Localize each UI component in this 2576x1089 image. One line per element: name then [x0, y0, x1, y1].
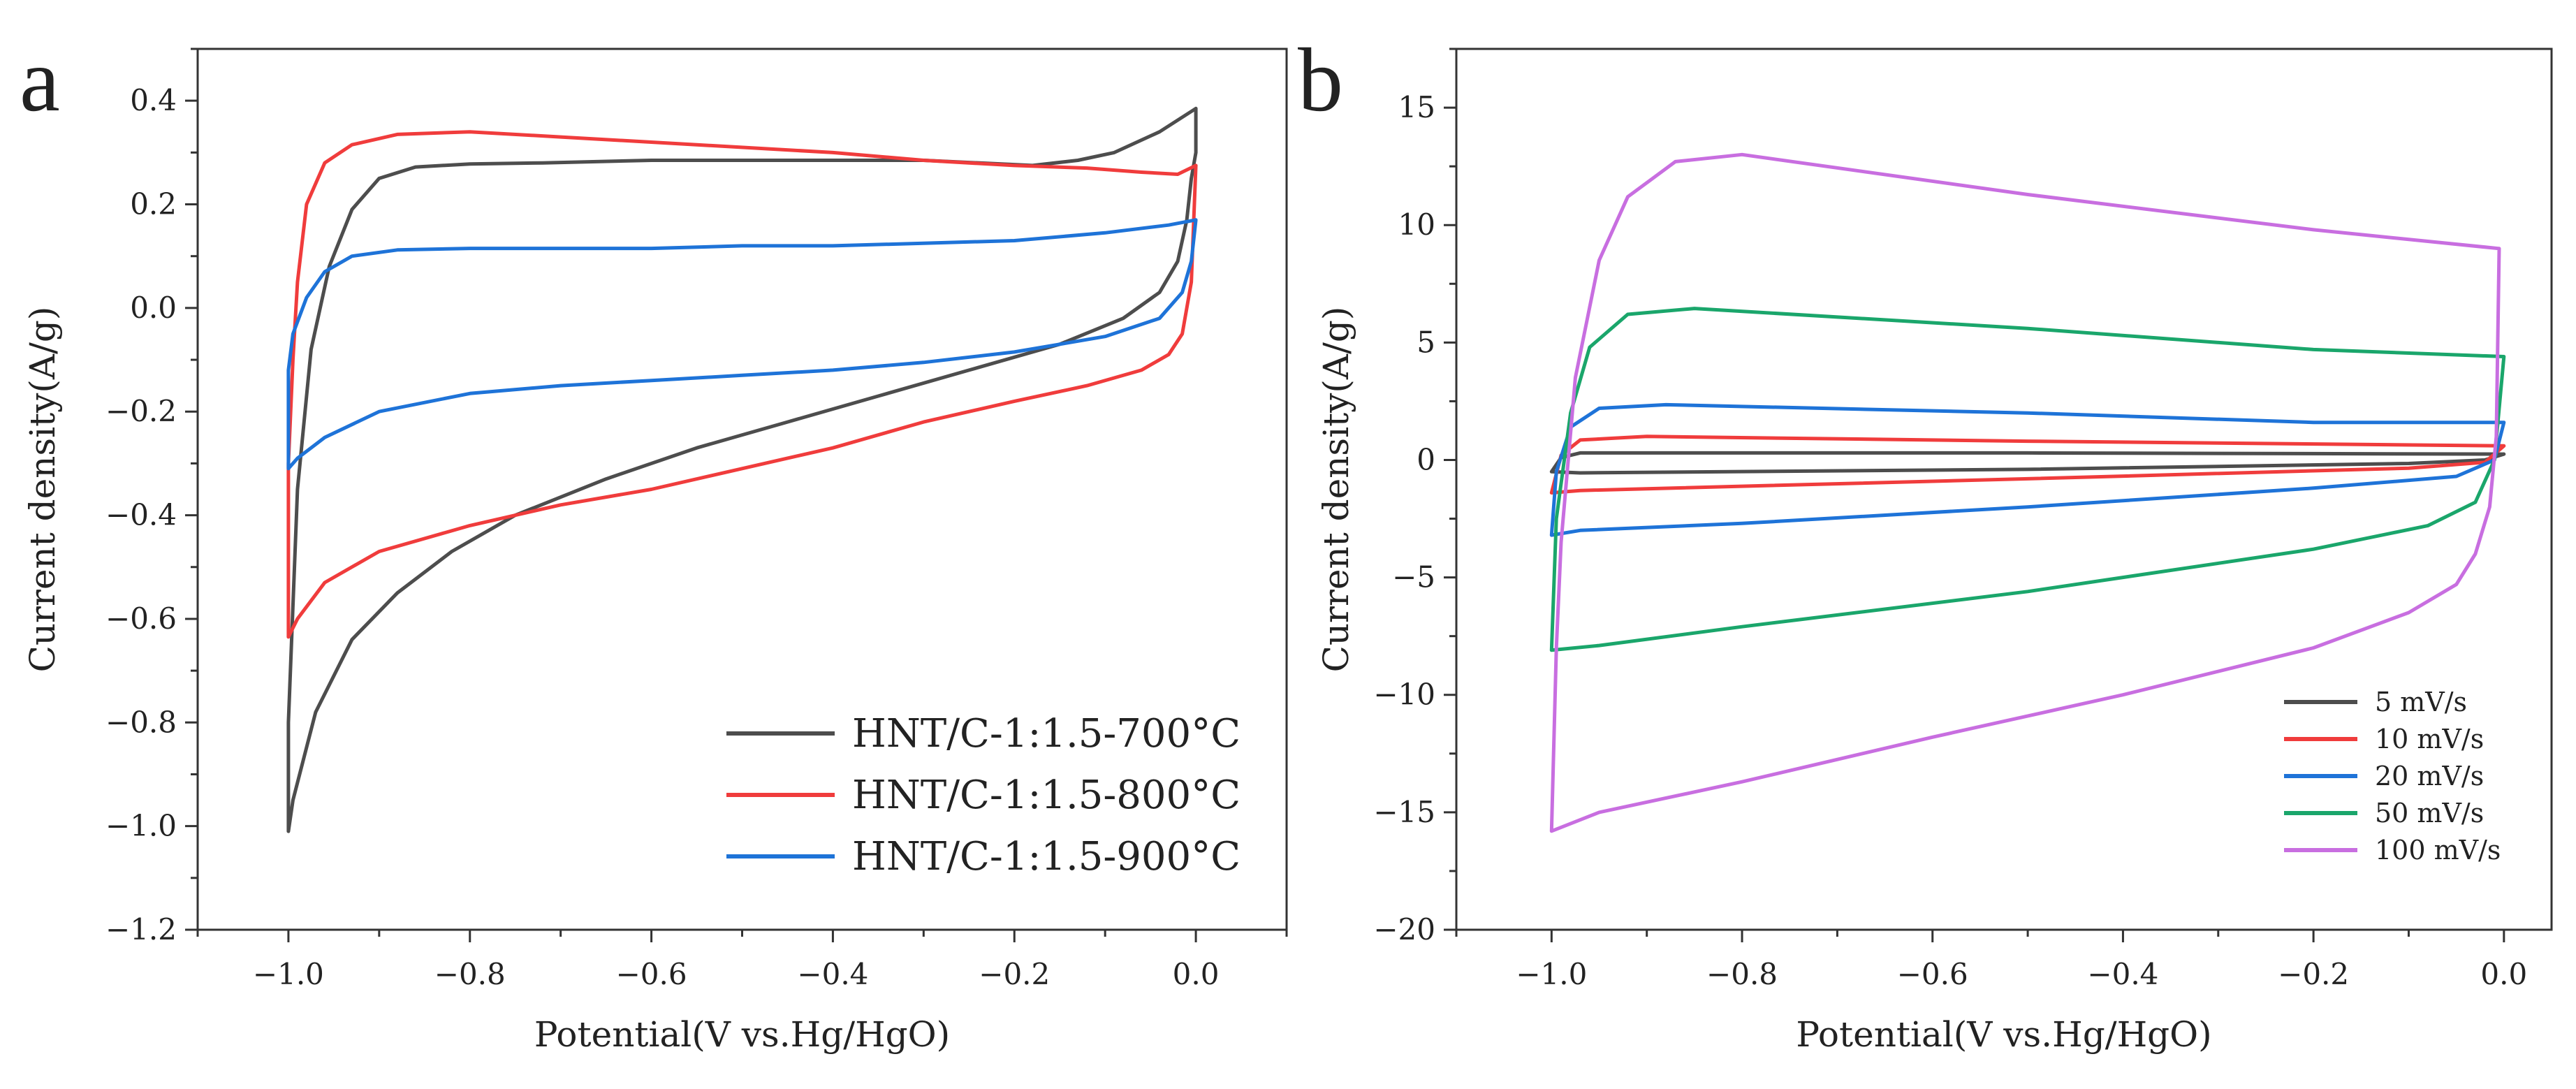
legend-label-hnt-c-1-1-5-700-c: HNT/C-1:1.5-700°C: [852, 711, 1241, 757]
y-tick-label: −0.2: [105, 394, 177, 428]
y-tick-label: −10: [1373, 678, 1435, 712]
series-group: [1549, 152, 2506, 833]
x-axis-label: Potential(V vs.Hg/HgO): [1796, 1014, 2211, 1055]
x-tick-label: −0.8: [1706, 957, 1778, 991]
y-tick-label: −1.0: [105, 809, 177, 843]
plot-frame: [1455, 47, 2553, 931]
y-tick-label: −15: [1373, 795, 1435, 829]
y-tick-label: −20: [1373, 912, 1435, 947]
legend-label-10-mv-s: 10 mV/s: [2375, 724, 2484, 754]
x-tick-label: −0.2: [979, 957, 1050, 991]
series-group: [286, 106, 1198, 833]
y-axis-label: Current density(A/g): [1316, 307, 1356, 673]
legend-label-hnt-c-1-1-5-800-c: HNT/C-1:1.5-800°C: [852, 773, 1241, 818]
x-tick-label: −0.4: [797, 957, 868, 991]
y-tick-label: −0.6: [105, 601, 177, 636]
y-tick-label: −1.2: [105, 912, 177, 947]
series-line-100-mv-s: [1549, 152, 2501, 833]
panel-letter: b: [1298, 30, 1343, 131]
x-tick-label: −0.8: [434, 957, 506, 991]
series-line-hnt-c-1-1-5-800-c: [286, 130, 1198, 639]
y-tick-label: −0.8: [105, 705, 177, 739]
y-axis-label: Current density(A/g): [22, 307, 63, 673]
y-tick-label: 5: [1417, 325, 1435, 359]
x-tick-label: −0.6: [616, 957, 687, 991]
y-tick-label: 0.0: [130, 291, 177, 325]
series-line-hnt-c-1-1-5-900-c: [286, 218, 1198, 471]
y-tick-label: 0.4: [130, 83, 177, 117]
legend-label-100-mv-s: 100 mV/s: [2375, 835, 2501, 865]
legend-label-50-mv-s: 50 mV/s: [2375, 798, 2484, 828]
series-line-50-mv-s: [1549, 307, 2506, 652]
x-tick-label: −1.0: [1516, 957, 1587, 991]
panel-b: −1.0 −0.8 −0.6 −0.4 −0.2 0.0 −20 −15 −10 −5 0 5 10 15…: [1298, 30, 2553, 1055]
x-tick-label: 0.0: [2480, 957, 2527, 991]
series-line-20-mv-s: [1549, 402, 2506, 537]
x-tick-label: −1.0: [253, 957, 324, 991]
legend-label-20-mv-s: 20 mV/s: [2375, 761, 2484, 791]
x-tick-label: 0.0: [1173, 957, 1220, 991]
panel-a: −1.0 −0.8 −0.6 −0.4 −0.2 0.0 −1.2 −1.0 −0.8 −0.6 −…: [20, 30, 1288, 1055]
y-tick-label: 0: [1417, 442, 1435, 476]
y-tick-label: 15: [1398, 90, 1435, 124]
series-line-hnt-c-1-1-5-700-c: [286, 106, 1198, 833]
y-tick-label: −0.4: [105, 498, 177, 532]
panel-letter: a: [20, 30, 60, 131]
x-tick-label: −0.2: [2278, 957, 2349, 991]
x-axis-label: Potential(V vs.Hg/HgO): [534, 1014, 950, 1055]
x-tick-label: −0.4: [2087, 957, 2158, 991]
y-tick-label: 10: [1398, 207, 1435, 242]
series-line-10-mv-s: [1549, 434, 2506, 495]
legend-label-hnt-c-1-1-5-900-c: HNT/C-1:1.5-900°C: [852, 834, 1241, 879]
y-tick-label: 0.2: [130, 187, 177, 221]
x-tick-label: −0.6: [1897, 957, 1968, 991]
legend-label-5-mv-s: 5 mV/s: [2375, 687, 2467, 717]
y-tick-label: −5: [1392, 560, 1435, 594]
